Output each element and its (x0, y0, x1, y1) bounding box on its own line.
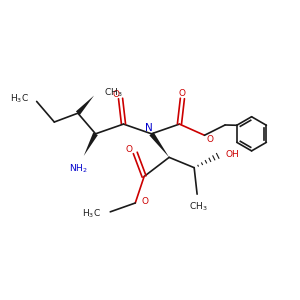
Text: O: O (126, 146, 133, 154)
Text: H$_3$C: H$_3$C (82, 207, 101, 220)
Text: NH$_2$: NH$_2$ (69, 162, 87, 175)
Text: O: O (179, 89, 186, 98)
Polygon shape (149, 132, 169, 158)
Text: O: O (112, 90, 120, 99)
Text: O: O (141, 197, 148, 206)
Polygon shape (76, 95, 94, 115)
Text: CH$_3$: CH$_3$ (104, 86, 123, 99)
Text: H$_3$C: H$_3$C (11, 92, 29, 105)
Text: N: N (145, 123, 153, 133)
Text: O: O (206, 135, 213, 144)
Text: CH$_3$: CH$_3$ (189, 201, 208, 213)
Polygon shape (84, 133, 98, 156)
Text: OH: OH (225, 150, 239, 159)
